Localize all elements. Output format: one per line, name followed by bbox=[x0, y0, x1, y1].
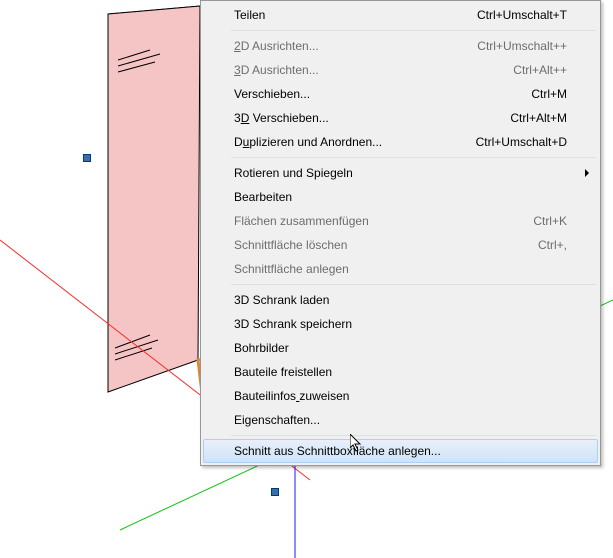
menu-item[interactable]: 3D Schrank speichern bbox=[203, 312, 598, 336]
menu-item-label: 3D Ausrichten... bbox=[234, 63, 513, 77]
menu-item[interactable]: 3D Schrank laden bbox=[203, 288, 598, 312]
context-menu[interactable]: TeilenCtrl+Umschalt+T2D Ausrichten...Ctr… bbox=[200, 0, 601, 466]
menu-item: 3D Ausrichten...Ctrl+Alt++ bbox=[203, 58, 598, 82]
menu-item-label: 2D Ausrichten... bbox=[234, 39, 477, 53]
menu-item-label: Bauteilinfos zuweisen bbox=[234, 389, 567, 403]
menu-item-label: 3D Verschieben... bbox=[234, 111, 510, 125]
menu-item-label: Verschieben... bbox=[234, 87, 531, 101]
menu-item-shortcut: Ctrl+Alt+M bbox=[510, 111, 567, 125]
menu-item-shortcut: Ctrl+Umschalt+T bbox=[477, 8, 567, 22]
menu-item[interactable]: 3D Verschieben...Ctrl+Alt+M bbox=[203, 106, 598, 130]
menu-item[interactable]: Duplizieren und Anordnen...Ctrl+Umschalt… bbox=[203, 130, 598, 154]
menu-item-label: Schnittfläche löschen bbox=[234, 238, 538, 252]
selection-handle[interactable] bbox=[271, 488, 279, 496]
menu-separator bbox=[231, 435, 596, 436]
menu-item: Schnittfläche löschenCtrl+, bbox=[203, 233, 598, 257]
menu-item-label: Teilen bbox=[234, 8, 477, 22]
menu-item-label: Schnitt aus Schnittboxfläche anlegen... bbox=[234, 444, 567, 458]
menu-item-label: Flächen zusammenfügen bbox=[234, 214, 533, 228]
menu-separator bbox=[231, 30, 596, 31]
selection-handle[interactable] bbox=[83, 154, 91, 162]
menu-item-shortcut: Ctrl+Alt++ bbox=[513, 63, 567, 77]
menu-item-label: Bearbeiten bbox=[234, 190, 567, 204]
menu-item: 2D Ausrichten...Ctrl+Umschalt++ bbox=[203, 34, 598, 58]
menu-item-shortcut: Ctrl+, bbox=[538, 238, 567, 252]
menu-item-label: Duplizieren und Anordnen... bbox=[234, 135, 476, 149]
menu-item[interactable]: Bearbeiten bbox=[203, 185, 598, 209]
menu-item[interactable]: Bauteile freistellen bbox=[203, 360, 598, 384]
submenu-arrow-icon bbox=[585, 169, 589, 177]
menu-item[interactable]: Bohrbilder bbox=[203, 336, 598, 360]
menu-item-shortcut: Ctrl+Umschalt++ bbox=[477, 39, 567, 53]
menu-separator bbox=[231, 157, 596, 158]
menu-item: Schnittfläche anlegen bbox=[203, 257, 598, 281]
menu-item-shortcut: Ctrl+Umschalt+D bbox=[476, 135, 567, 149]
menu-item-label: 3D Schrank speichern bbox=[234, 317, 567, 331]
menu-item[interactable]: Rotieren und Spiegeln bbox=[203, 161, 598, 185]
menu-item[interactable]: Schnitt aus Schnittboxfläche anlegen... bbox=[203, 439, 598, 463]
menu-item[interactable]: Eigenschaften... bbox=[203, 408, 598, 432]
menu-item-label: 3D Schrank laden bbox=[234, 293, 567, 307]
menu-item[interactable]: Verschieben...Ctrl+M bbox=[203, 82, 598, 106]
menu-item[interactable]: Bauteilinfos zuweisen bbox=[203, 384, 598, 408]
menu-item-label: Schnittfläche anlegen bbox=[234, 262, 567, 276]
menu-separator bbox=[231, 284, 596, 285]
menu-item: Flächen zusammenfügenCtrl+K bbox=[203, 209, 598, 233]
menu-item-label: Eigenschaften... bbox=[234, 413, 567, 427]
menu-item-shortcut: Ctrl+M bbox=[531, 87, 567, 101]
menu-item-label: Bohrbilder bbox=[234, 341, 567, 355]
menu-item-label: Bauteile freistellen bbox=[234, 365, 567, 379]
menu-item-label: Rotieren und Spiegeln bbox=[234, 166, 567, 180]
menu-item[interactable]: TeilenCtrl+Umschalt+T bbox=[203, 3, 598, 27]
menu-item-shortcut: Ctrl+K bbox=[533, 214, 567, 228]
